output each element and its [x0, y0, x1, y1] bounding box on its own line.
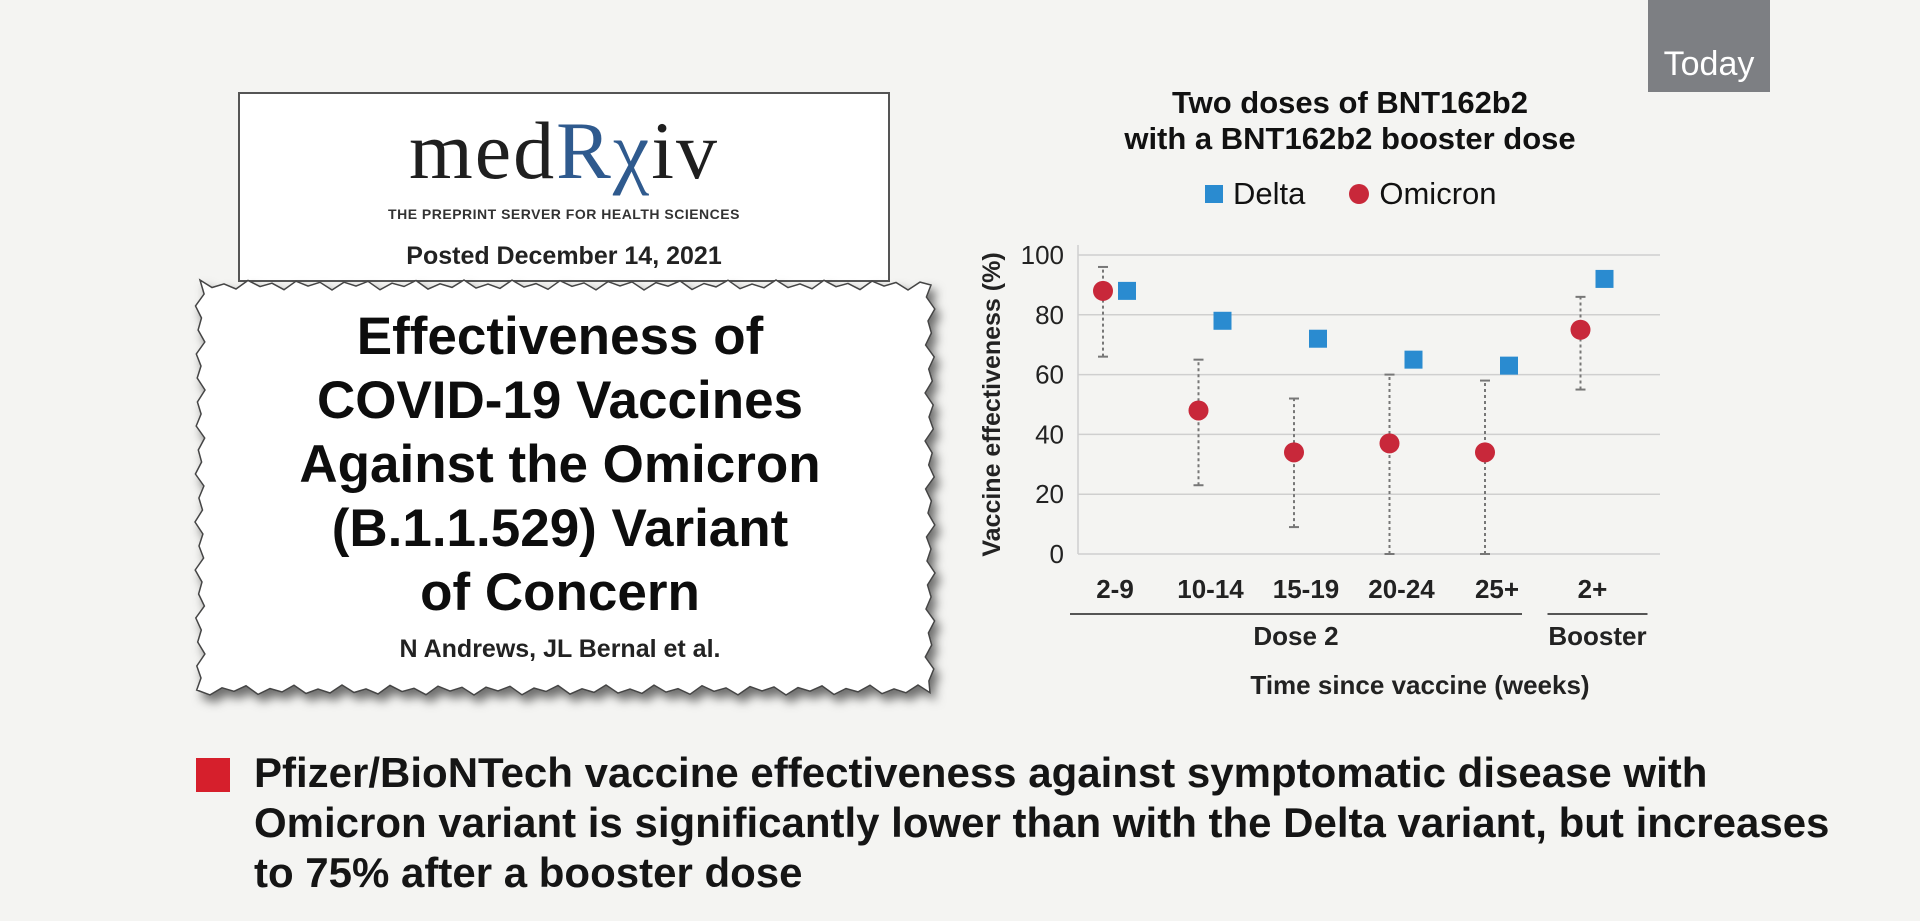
medrxiv-header-box: medRχiv THE PREPRINT SERVER FOR HEALTH S…	[238, 92, 890, 282]
x-axis-label: Time since vaccine (weeks)	[1250, 670, 1589, 700]
group-label: Dose 2	[1253, 621, 1338, 651]
legend-item-omicron: Omicron	[1349, 176, 1497, 212]
x-tick-label: 20-24	[1368, 574, 1435, 604]
y-tick-label: 80	[1035, 300, 1064, 330]
legend-circle-marker	[1349, 184, 1370, 204]
y-tick-label: 20	[1035, 479, 1064, 509]
y-axis-label: Vaccine effectiveness (%)	[978, 252, 1006, 556]
chart-title: Two doses of BNT162b2 with a BNT162b2 bo…	[1124, 85, 1576, 156]
x-tick-label: 15-19	[1273, 574, 1340, 604]
bullet-marker	[196, 758, 230, 792]
today-label: Today	[1663, 45, 1755, 83]
y-tick-label: 60	[1035, 360, 1064, 390]
legend-label-omicron: Omicron	[1379, 176, 1497, 211]
medrxiv-logo: medRχiv	[240, 104, 888, 198]
chart-legend: Delta Omicron	[1205, 176, 1497, 212]
y-tick-label: 100	[1021, 240, 1064, 270]
medrxiv-subtitle: THE PREPRINT SERVER FOR HEALTH SCIENCES	[388, 206, 740, 222]
delta-point	[1213, 311, 1232, 330]
legend-square-marker	[1205, 185, 1223, 203]
legend-label-delta: Delta	[1233, 176, 1306, 211]
omicron-point	[1093, 280, 1113, 301]
vaccine-effectiveness-chart: 0 20 40 60 80 100 Vaccine effectiveness (%) 2-9…	[978, 240, 1660, 700]
logo-part-rx: Rχ	[556, 105, 652, 196]
legend-item-delta: Delta	[1205, 176, 1305, 212]
omicron-point	[1570, 319, 1591, 340]
group-label: Booster	[1548, 621, 1646, 651]
omicron-point	[1379, 433, 1400, 454]
delta-point	[1309, 329, 1327, 348]
y-tick-label: 0	[1050, 539, 1064, 569]
omicron-point	[1284, 442, 1304, 463]
paper-title: Effectiveness of COVID-19 Vaccines Again…	[299, 307, 821, 622]
logo-part-med: med	[408, 105, 557, 196]
x-tick-label: 2-9	[1096, 574, 1134, 604]
y-tick-label: 40	[1035, 419, 1064, 449]
paper-authors: N Andrews, JL Bernal et al.	[399, 635, 721, 663]
posted-date: Posted December 14, 2021	[406, 242, 722, 270]
x-tick-label: 10-14	[1177, 574, 1244, 604]
delta-point	[1500, 356, 1518, 375]
delta-point	[1404, 350, 1423, 369]
logo-part-iv: iv	[651, 105, 720, 196]
x-tick-label: 25+	[1475, 574, 1519, 604]
omicron-point	[1188, 400, 1209, 421]
x-tick-label: 2+	[1578, 574, 1608, 604]
today-badge: Today	[1648, 0, 1770, 92]
delta-point	[1118, 281, 1136, 300]
omicron-point	[1475, 442, 1495, 463]
bullet-text: Pfizer/BioNTech vaccine effectiveness ag…	[254, 749, 1830, 896]
paper-title-card: Effectiveness of COVID-19 Vaccines Again…	[200, 285, 920, 690]
torn-paper-card	[194, 278, 936, 696]
delta-point	[1595, 269, 1614, 288]
